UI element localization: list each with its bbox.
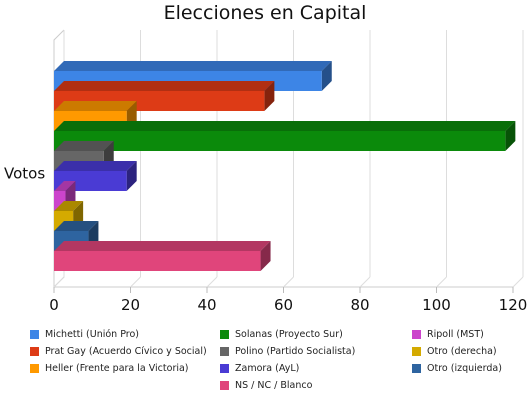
gridline-floor xyxy=(206,276,218,288)
legend-item: Zamora (AyL) xyxy=(220,363,299,374)
bar-front-face xyxy=(54,191,66,211)
bar xyxy=(54,241,271,271)
bar-top-face xyxy=(54,221,99,231)
legend-swatch xyxy=(412,364,421,373)
legend-label: Polino (Partido Socialista) xyxy=(235,346,356,357)
legend-label: Otro (izquierda) xyxy=(427,363,502,374)
bar-side-face xyxy=(321,61,332,91)
x-tick-label: 20 xyxy=(121,296,140,314)
bar-side-face xyxy=(126,161,137,191)
bar-front-face xyxy=(54,131,506,151)
x-tick-label: 40 xyxy=(197,296,216,314)
gridline-floor xyxy=(512,276,524,288)
gridline-floor xyxy=(53,276,65,288)
bar-front-face xyxy=(54,251,261,271)
bar-top-face xyxy=(54,61,332,71)
x-tick-label: 60 xyxy=(274,296,293,314)
legend-item: Michetti (Unión Pro) xyxy=(30,329,139,340)
bar xyxy=(54,121,516,151)
legend-swatch xyxy=(220,364,229,373)
legend-swatch xyxy=(30,330,39,339)
bar-top-face xyxy=(54,181,76,191)
legend-label: Otro (derecha) xyxy=(427,346,497,357)
legend-item: Prat Gay (Acuerdo Cívico y Social) xyxy=(30,346,207,357)
legend-label: Prat Gay (Acuerdo Cívico y Social) xyxy=(45,346,207,357)
legend-item: Otro (derecha) xyxy=(412,346,497,357)
x-tick-label: 80 xyxy=(350,296,369,314)
gridline-floor xyxy=(130,276,141,288)
bar-side-face xyxy=(264,81,275,111)
bar-top-face xyxy=(54,201,84,211)
legend-swatch xyxy=(412,330,421,339)
legend-item: Solanas (Proyecto Sur) xyxy=(220,329,343,340)
legend-label: NS / NC / Blanco xyxy=(235,380,313,391)
bar-top-face xyxy=(54,161,137,171)
legend-swatch xyxy=(30,364,39,373)
x-tick-label: 100 xyxy=(422,296,451,314)
x-tick-label: 120 xyxy=(499,296,528,314)
bar-side-face xyxy=(260,241,271,271)
legend-swatch xyxy=(30,347,39,356)
gridline-floor xyxy=(359,276,371,288)
legend-label: Zamora (AyL) xyxy=(235,363,300,374)
bar-top-face xyxy=(54,121,516,131)
legend-item: NS / NC / Blanco xyxy=(220,380,312,391)
legend-label: Solanas (Proyecto Sur) xyxy=(235,329,343,340)
bar-top-face xyxy=(54,101,137,111)
legend-item: Polino (Partido Socialista) xyxy=(220,346,355,357)
legend-swatch xyxy=(220,330,229,339)
y-category-label: Votos xyxy=(4,165,45,183)
legend-label: Heller (Frente para la Victoria) xyxy=(45,363,189,374)
legend-item: Ripoll (MST) xyxy=(412,329,484,340)
legend-item: Heller (Frente para la Victoria) xyxy=(30,363,189,374)
bar-top-face xyxy=(54,81,275,91)
legend-swatch xyxy=(220,347,229,356)
bar-top-face xyxy=(54,241,271,251)
chart-title: Elecciones en Capital xyxy=(163,2,367,24)
gridline-floor xyxy=(283,276,294,288)
gridline-floor xyxy=(436,276,447,288)
bar-side-face xyxy=(505,121,516,151)
legend-swatch xyxy=(412,347,421,356)
legend-swatch xyxy=(220,381,229,390)
legend-label: Michetti (Unión Pro) xyxy=(45,329,139,340)
legend-label: Ripoll (MST) xyxy=(427,329,484,340)
bar-top-face xyxy=(54,141,114,151)
legend-item: Otro (izquierda) xyxy=(412,363,502,374)
x-tick-label: 0 xyxy=(49,296,59,314)
